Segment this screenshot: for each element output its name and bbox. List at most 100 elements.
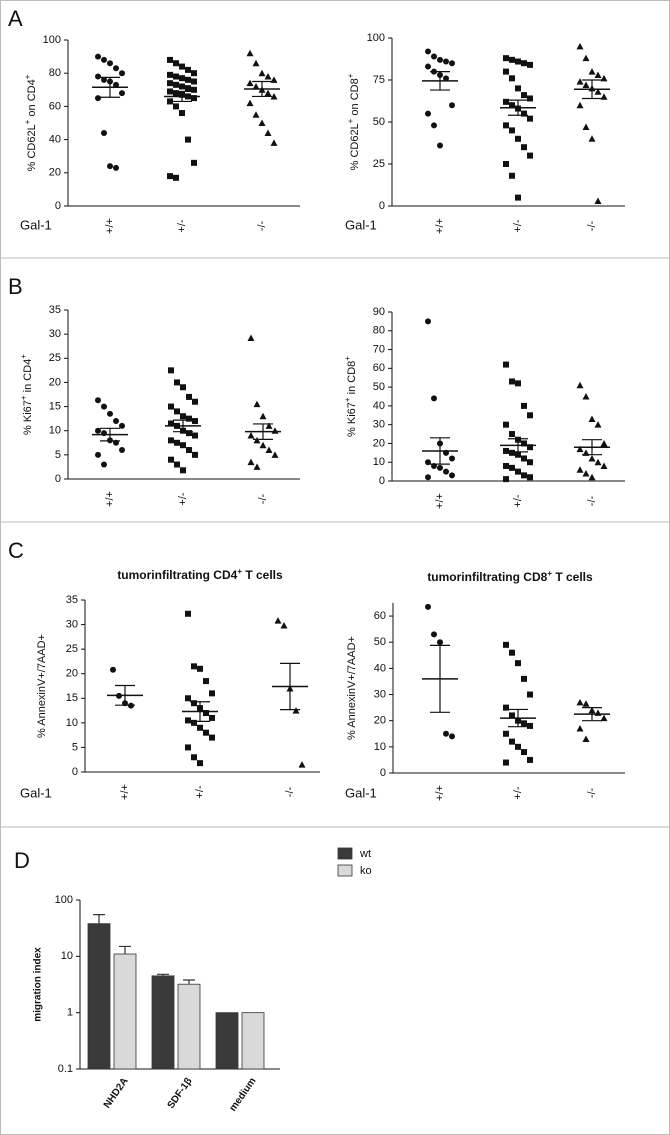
y-tick-label: 0 xyxy=(379,200,385,212)
y-tick-label: 0 xyxy=(55,200,61,212)
y-tick-label: 10 xyxy=(49,425,61,437)
data-point xyxy=(594,88,602,95)
data-point xyxy=(246,99,254,107)
data-point xyxy=(449,733,455,740)
y-axis-label-part: + xyxy=(343,397,352,402)
data-point xyxy=(527,722,533,729)
data-point xyxy=(173,81,179,88)
data-point xyxy=(503,641,509,648)
data-point xyxy=(449,102,455,109)
x-axis-label: Gal-1 xyxy=(20,217,52,232)
x-tick-label: -/- xyxy=(586,787,598,798)
data-point xyxy=(503,361,509,368)
error-bar xyxy=(430,437,450,465)
data-point xyxy=(509,102,515,109)
data-point xyxy=(425,603,431,610)
data-point xyxy=(203,678,209,685)
data-point xyxy=(167,56,173,63)
data-point xyxy=(449,472,455,479)
y-tick-label: 100 xyxy=(43,34,61,46)
data-point xyxy=(167,98,173,105)
error-bar xyxy=(508,99,528,116)
data-point xyxy=(185,76,191,83)
data-point xyxy=(264,89,272,97)
y-tick-label: 1 xyxy=(67,1007,73,1019)
data-point xyxy=(191,78,197,85)
y-tick-label: 30 xyxy=(373,419,385,431)
data-point xyxy=(180,467,186,474)
data-point xyxy=(168,420,174,427)
error-bar xyxy=(173,419,193,433)
data-point xyxy=(582,469,590,477)
error-bar xyxy=(119,945,131,955)
data-point xyxy=(521,402,527,409)
data-point xyxy=(527,115,533,122)
data-point xyxy=(521,749,527,756)
y-tick-label: 80 xyxy=(373,325,385,337)
data-point xyxy=(119,422,125,429)
error-bar xyxy=(252,80,272,98)
x-tick-label: +/- xyxy=(176,219,188,232)
data-point xyxy=(600,93,608,100)
data-point xyxy=(119,90,125,97)
error-bar xyxy=(430,644,450,713)
y-tick-label: 25 xyxy=(49,352,61,364)
data-point xyxy=(270,92,278,100)
x-axis-label: Gal-1 xyxy=(345,785,377,800)
bar xyxy=(215,1012,239,1070)
y-tick-label: 10 xyxy=(373,456,385,468)
error-bar xyxy=(280,662,300,711)
chart-title: tumorinfiltrating CD4+ T cells xyxy=(117,567,283,583)
data-point xyxy=(576,698,584,706)
data-point xyxy=(192,451,198,458)
data-point xyxy=(197,665,203,672)
data-point xyxy=(449,455,455,462)
data-point xyxy=(191,700,197,707)
data-point xyxy=(521,472,527,479)
data-point xyxy=(191,719,197,726)
y-axis-label-part: in CD4 xyxy=(22,359,34,396)
data-point xyxy=(600,714,608,722)
y-tick-label: 0 xyxy=(55,473,61,485)
data-point xyxy=(588,454,596,462)
data-point xyxy=(246,49,254,57)
chart-title-part: tumorinfiltrating CD8 xyxy=(427,570,547,584)
y-tick-label: 60 xyxy=(374,610,386,622)
y-tick-label: 50 xyxy=(373,116,385,128)
data-point xyxy=(582,393,590,400)
data-point xyxy=(179,110,185,117)
data-point xyxy=(107,163,113,170)
chart-title-part: T cells xyxy=(242,568,283,582)
y-tick-label: 30 xyxy=(374,688,386,700)
data-point xyxy=(576,445,584,453)
data-point xyxy=(168,456,174,463)
data-point xyxy=(113,164,119,171)
data-point xyxy=(515,58,521,65)
y-tick-label: 50 xyxy=(373,381,385,393)
data-point xyxy=(253,436,261,444)
data-point xyxy=(95,95,101,102)
data-point xyxy=(443,730,449,737)
data-point xyxy=(431,631,437,638)
bar xyxy=(151,975,175,1070)
y-tick-label: 60 xyxy=(373,362,385,374)
data-point xyxy=(521,110,527,117)
data-point xyxy=(191,159,197,166)
data-point xyxy=(185,85,191,92)
data-point xyxy=(185,717,191,724)
data-point xyxy=(588,68,596,75)
y-axis-label-part: + xyxy=(23,74,32,79)
data-point xyxy=(173,73,179,80)
y-tick-label: 20 xyxy=(66,668,78,680)
error-bar xyxy=(157,973,169,976)
data-point xyxy=(527,459,533,466)
data-point xyxy=(95,73,101,80)
data-point xyxy=(425,63,431,70)
data-point xyxy=(101,461,107,468)
data-point xyxy=(258,119,266,126)
data-point xyxy=(509,464,515,471)
y-axis-label-part: % Ki67 xyxy=(346,402,358,437)
data-point xyxy=(180,442,186,449)
data-point xyxy=(503,730,509,737)
data-point xyxy=(576,381,584,389)
